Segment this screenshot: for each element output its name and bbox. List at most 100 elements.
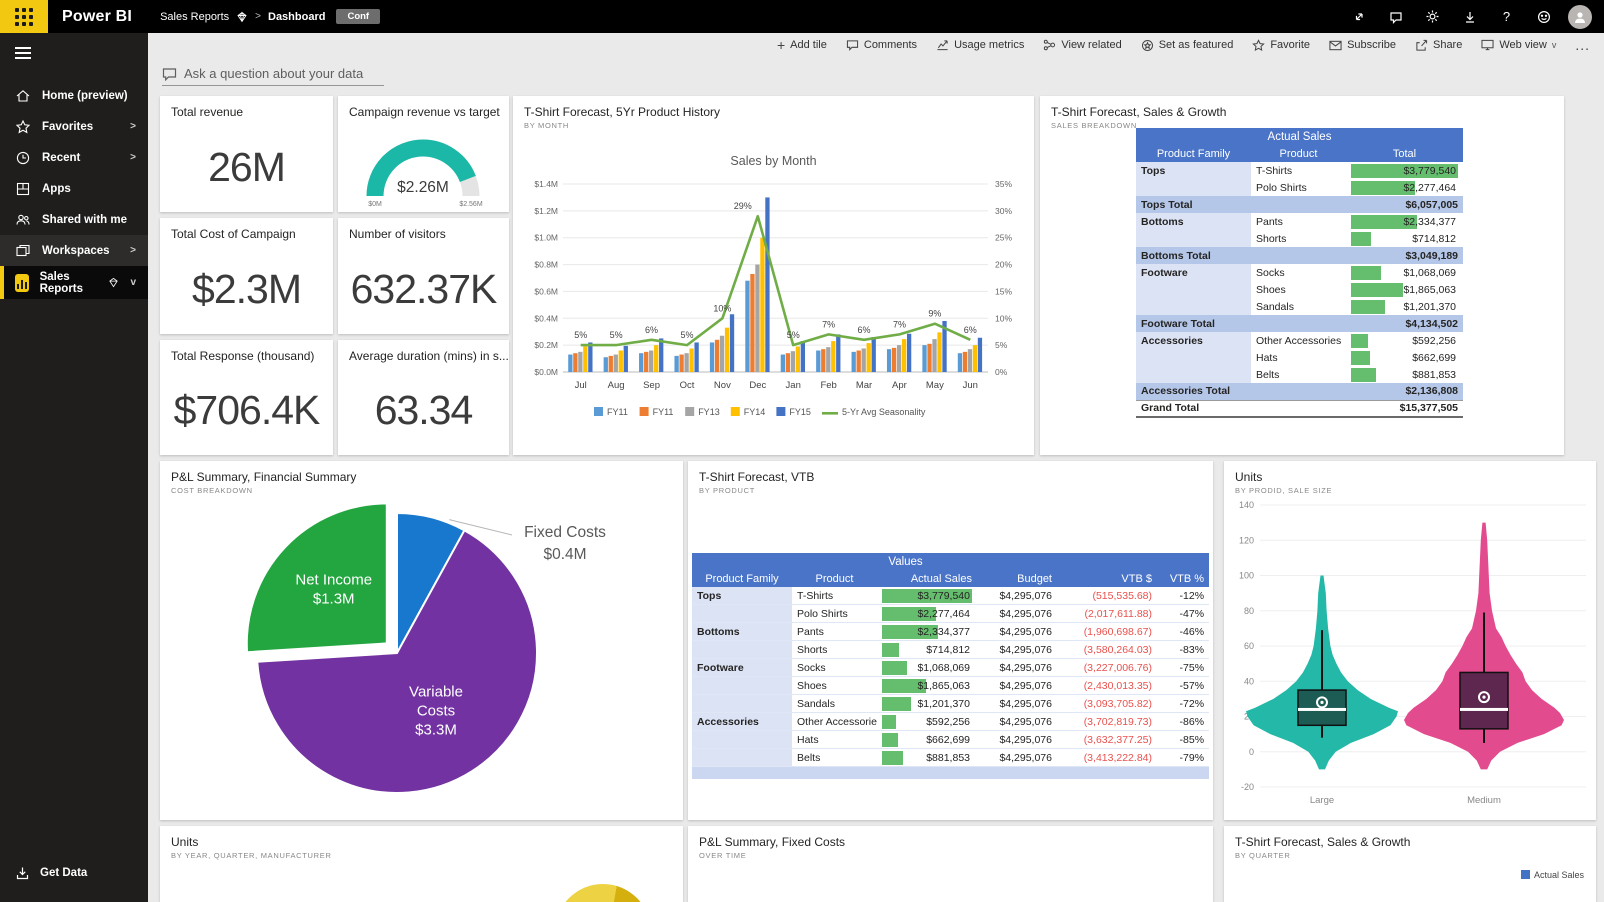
tile-pnl-fixed-costs[interactable]: P&L Summary, Fixed Costs OVER TIME [688, 826, 1213, 902]
table-row[interactable]: Hats $662,699 [1136, 349, 1463, 366]
seasonality-line[interactable] [580, 214, 971, 347]
table-row[interactable]: Accessories Other Accessories $592,256 $4,2… [692, 712, 1210, 731]
bar[interactable] [765, 197, 770, 372]
bar[interactable] [800, 341, 806, 372]
table-row[interactable]: Belts $881,853 [1136, 366, 1463, 383]
bar[interactable] [896, 345, 902, 372]
table-row[interactable]: Accessories Total $2,136,808 [1136, 383, 1464, 400]
bar[interactable] [871, 337, 876, 372]
bar[interactable] [866, 343, 871, 372]
bar[interactable] [588, 342, 593, 372]
bar[interactable] [603, 357, 608, 372]
bar-series[interactable] [568, 197, 983, 373]
tile-total-cost[interactable]: Total Cost of Campaign $2.3M [160, 218, 333, 334]
table-row[interactable]: Tops T-Shirts $3,779,540 [1136, 162, 1463, 179]
bar[interactable] [714, 339, 720, 372]
bar[interactable] [679, 354, 684, 372]
web-view-dropdown[interactable]: Web view v [1481, 39, 1556, 51]
table-row[interactable]: Shorts $714,812 $4,295,076 (3,580,264.03) -8… [692, 640, 1210, 659]
tile-units-by-year[interactable]: Units BY YEAR, QUARTER, MANUFACTURER [160, 826, 683, 902]
table-row[interactable]: Polo Shirts $2,277,464 [1136, 179, 1463, 196]
favorite-button[interactable]: Favorite [1252, 38, 1310, 52]
bar[interactable] [659, 338, 664, 372]
bar[interactable] [745, 280, 750, 372]
subscribe-button[interactable]: Subscribe [1329, 39, 1396, 51]
bar[interactable] [906, 333, 912, 372]
sidebar-item-shared[interactable]: Shared with me [0, 204, 148, 235]
bar[interactable] [724, 327, 730, 372]
table-row[interactable]: Shoes $1,865,063 $4,295,076 (2,430,013.35) -… [692, 676, 1210, 695]
account-avatar[interactable] [1568, 4, 1592, 29]
bar[interactable] [922, 345, 927, 372]
bar[interactable] [608, 355, 613, 372]
table-row[interactable]: Footware Socks $1,068,069 [1136, 264, 1463, 281]
bar[interactable] [578, 351, 583, 372]
add-tile-button[interactable]: + Add tile [776, 37, 827, 53]
download-icon[interactable] [1451, 0, 1488, 33]
bar[interactable] [977, 337, 983, 372]
settings-gear-icon[interactable] [1414, 0, 1451, 33]
tile-sales-growth-quarter[interactable]: T-Shirt Forecast, Sales & Growth BY QUAR… [1224, 826, 1596, 902]
bar[interactable] [780, 354, 786, 372]
bar[interactable] [856, 350, 861, 372]
bar[interactable] [937, 332, 942, 372]
table-row[interactable]: Sandals $1,201,370 [1136, 298, 1463, 315]
table-row[interactable]: Footware Socks $1,068,069 $4,295,076 (3,227,… [692, 658, 1210, 677]
bar[interactable] [967, 349, 973, 372]
bar[interactable] [962, 351, 968, 372]
table-row[interactable]: Grand Total $15,377,505 [1136, 399, 1464, 418]
bar[interactable] [644, 351, 649, 372]
tile-total-revenue[interactable]: Total revenue 26M [160, 96, 333, 212]
bar[interactable] [836, 334, 841, 372]
table-row[interactable]: Hats $662,699 $4,295,076 (3,632,377.25) -85% [692, 730, 1210, 749]
bar[interactable] [689, 348, 694, 373]
sidebar-item-favorites[interactable]: Favorites > [0, 111, 148, 142]
tile-visitors[interactable]: Number of visitors 632.37K [338, 218, 509, 334]
set-featured-button[interactable]: Set as featured [1141, 39, 1233, 52]
bar[interactable] [785, 353, 791, 372]
tile-5yr-history[interactable]: T-Shirt Forecast, 5Yr Product History BY… [513, 96, 1034, 455]
table-row[interactable]: Footware Total $4,134,502 [1136, 315, 1464, 332]
table-row[interactable]: Sandals $1,201,370 $4,295,076 (3,093,705.82… [692, 694, 1210, 713]
bar[interactable] [573, 353, 578, 372]
tile-avg-duration[interactable]: Average duration (mins) in s... 63.34 [338, 340, 509, 455]
bar[interactable] [795, 346, 801, 372]
bar[interactable] [927, 343, 932, 372]
qna-ask-box[interactable]: Ask a question about your data [162, 66, 384, 86]
bar[interactable] [821, 349, 826, 372]
table-row[interactable]: Tops T-Shirts $3,779,540 $4,295,076 (515,535… [692, 587, 1210, 605]
usage-metrics-button[interactable]: Usage metrics [936, 39, 1024, 51]
bar[interactable] [831, 341, 836, 372]
bar[interactable] [639, 353, 644, 372]
bar[interactable] [729, 314, 735, 372]
share-button[interactable]: Share [1415, 39, 1462, 51]
bar[interactable] [886, 349, 892, 372]
bar[interactable] [851, 351, 856, 372]
bar[interactable] [826, 347, 831, 372]
table-row[interactable]: Shorts $714,812 [1136, 230, 1463, 247]
bar[interactable] [891, 347, 897, 372]
sidebar-item-workspaces[interactable]: Workspaces > [0, 235, 148, 266]
bar[interactable] [972, 345, 978, 372]
sidebar-item-apps[interactable]: Apps [0, 173, 148, 204]
bar[interactable] [618, 350, 623, 372]
bar[interactable] [755, 264, 760, 372]
table-row[interactable]: Bottoms Pants $2,334,377 $4,295,076 (1,960,6… [692, 622, 1210, 641]
hamburger-menu-icon[interactable] [0, 33, 148, 72]
tile-pnl-pie[interactable]: P&L Summary, Financial Summary COST BREA… [160, 461, 683, 820]
bar[interactable] [583, 346, 588, 372]
more-options-button[interactable]: ... [1575, 37, 1590, 53]
bar[interactable] [861, 348, 866, 373]
bar[interactable] [932, 339, 937, 372]
bar[interactable] [719, 335, 725, 372]
bar[interactable] [674, 355, 679, 372]
table-row[interactable]: Tops Total $6,057,005 [1136, 196, 1464, 213]
table-row[interactable]: Bottoms Total $3,049,189 [1136, 247, 1464, 264]
bar[interactable] [684, 353, 689, 372]
expand-icon[interactable] [1340, 0, 1377, 33]
sidebar-item-home[interactable]: Home (preview) [0, 80, 148, 111]
table-row[interactable]: Accessories Other Accessories $592,256 [1136, 332, 1463, 349]
sidebar-item-sales-reports[interactable]: Sales Reports v [0, 266, 148, 299]
pie-slice-variable-costs[interactable] [256, 528, 538, 794]
bar[interactable] [568, 354, 573, 372]
